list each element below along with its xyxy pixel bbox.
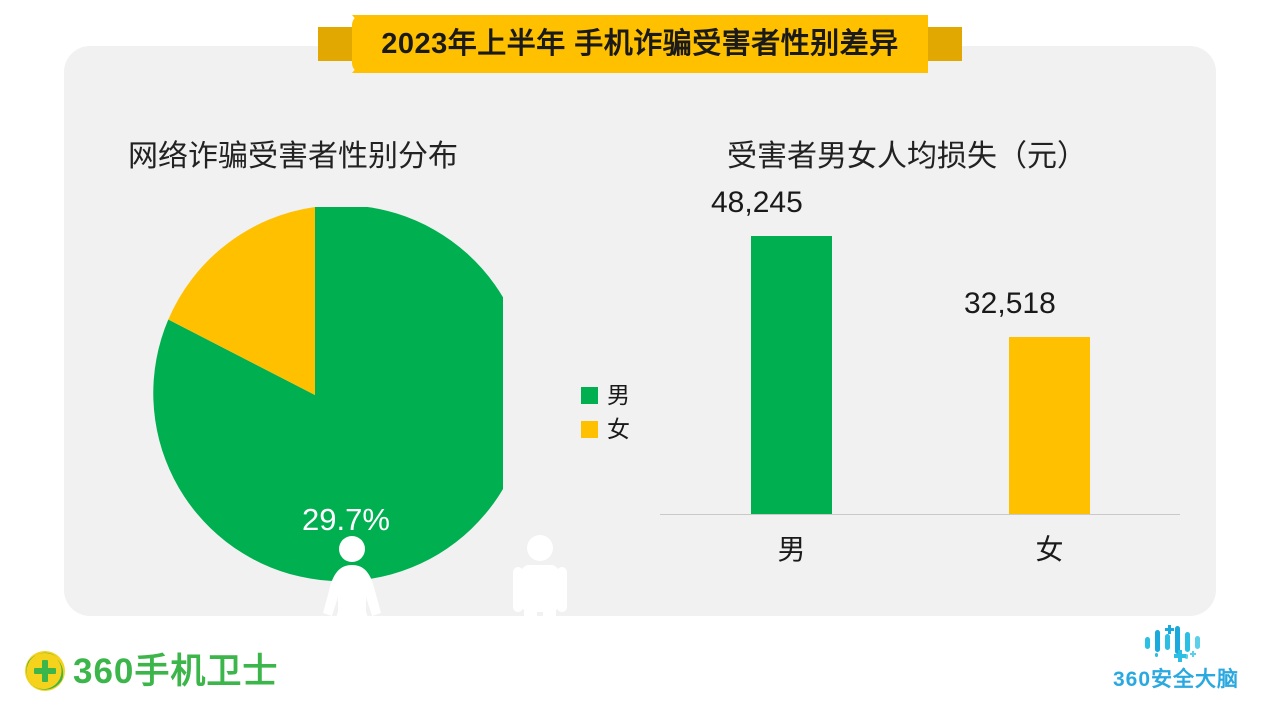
legend-label-male: 男 xyxy=(607,381,630,408)
pie-slice-female xyxy=(168,207,315,395)
logo-360-security-brain[interactable]: 360安全大脑 xyxy=(1096,624,1256,693)
title-banner: 2023年上半年 手机诈骗受害者性别差异 xyxy=(318,15,962,73)
pie-label-male: 70.3% xyxy=(460,666,548,701)
360-shield-icon xyxy=(25,651,65,691)
logo-360-mobile-guard[interactable]: 360手机卫士 xyxy=(24,650,278,692)
ribbon-shape xyxy=(318,15,962,73)
pie-label-female: 29.7% xyxy=(302,502,390,537)
legend-item-male[interactable]: 男 xyxy=(581,378,630,412)
pie-chart-title: 网络诈骗受害者性别分布 xyxy=(128,140,458,173)
pie-slice-male xyxy=(153,205,530,582)
bar-category-female: 女 xyxy=(1035,534,1064,565)
pie-legend: 男 女 xyxy=(581,378,630,446)
pie-chart: 29.7% 70.3% xyxy=(127,205,567,701)
male-pictogram-icon xyxy=(513,535,567,652)
bar-female[interactable] xyxy=(1009,337,1090,514)
logo-360-security-brain-text: 360安全大脑 xyxy=(1112,668,1240,691)
legend-item-female[interactable]: 女 xyxy=(581,412,630,446)
bar-category-male: 男 xyxy=(777,534,806,565)
bar-male[interactable] xyxy=(751,236,832,514)
bar-chart-title: 受害者男女人均损失（元） xyxy=(727,140,1087,173)
waveform-brain-icon xyxy=(1145,625,1200,662)
page-title: 2023年上半年 手机诈骗受害者性别差异 xyxy=(381,28,899,60)
legend-swatch-female xyxy=(581,420,598,438)
female-pictogram-icon xyxy=(323,536,381,651)
bar-chart: 48,245 男 32,518 女 xyxy=(660,180,1180,580)
bar-value-female: 32,518 xyxy=(964,287,1056,320)
bar-value-male: 48,245 xyxy=(711,186,803,219)
legend-label-female: 女 xyxy=(607,415,630,442)
bar-axis-baseline xyxy=(660,514,1180,515)
pie-slices xyxy=(153,205,530,582)
legend-swatch-male xyxy=(581,386,598,404)
logo-360-mobile-guard-text: 360手机卫士 xyxy=(73,651,279,691)
